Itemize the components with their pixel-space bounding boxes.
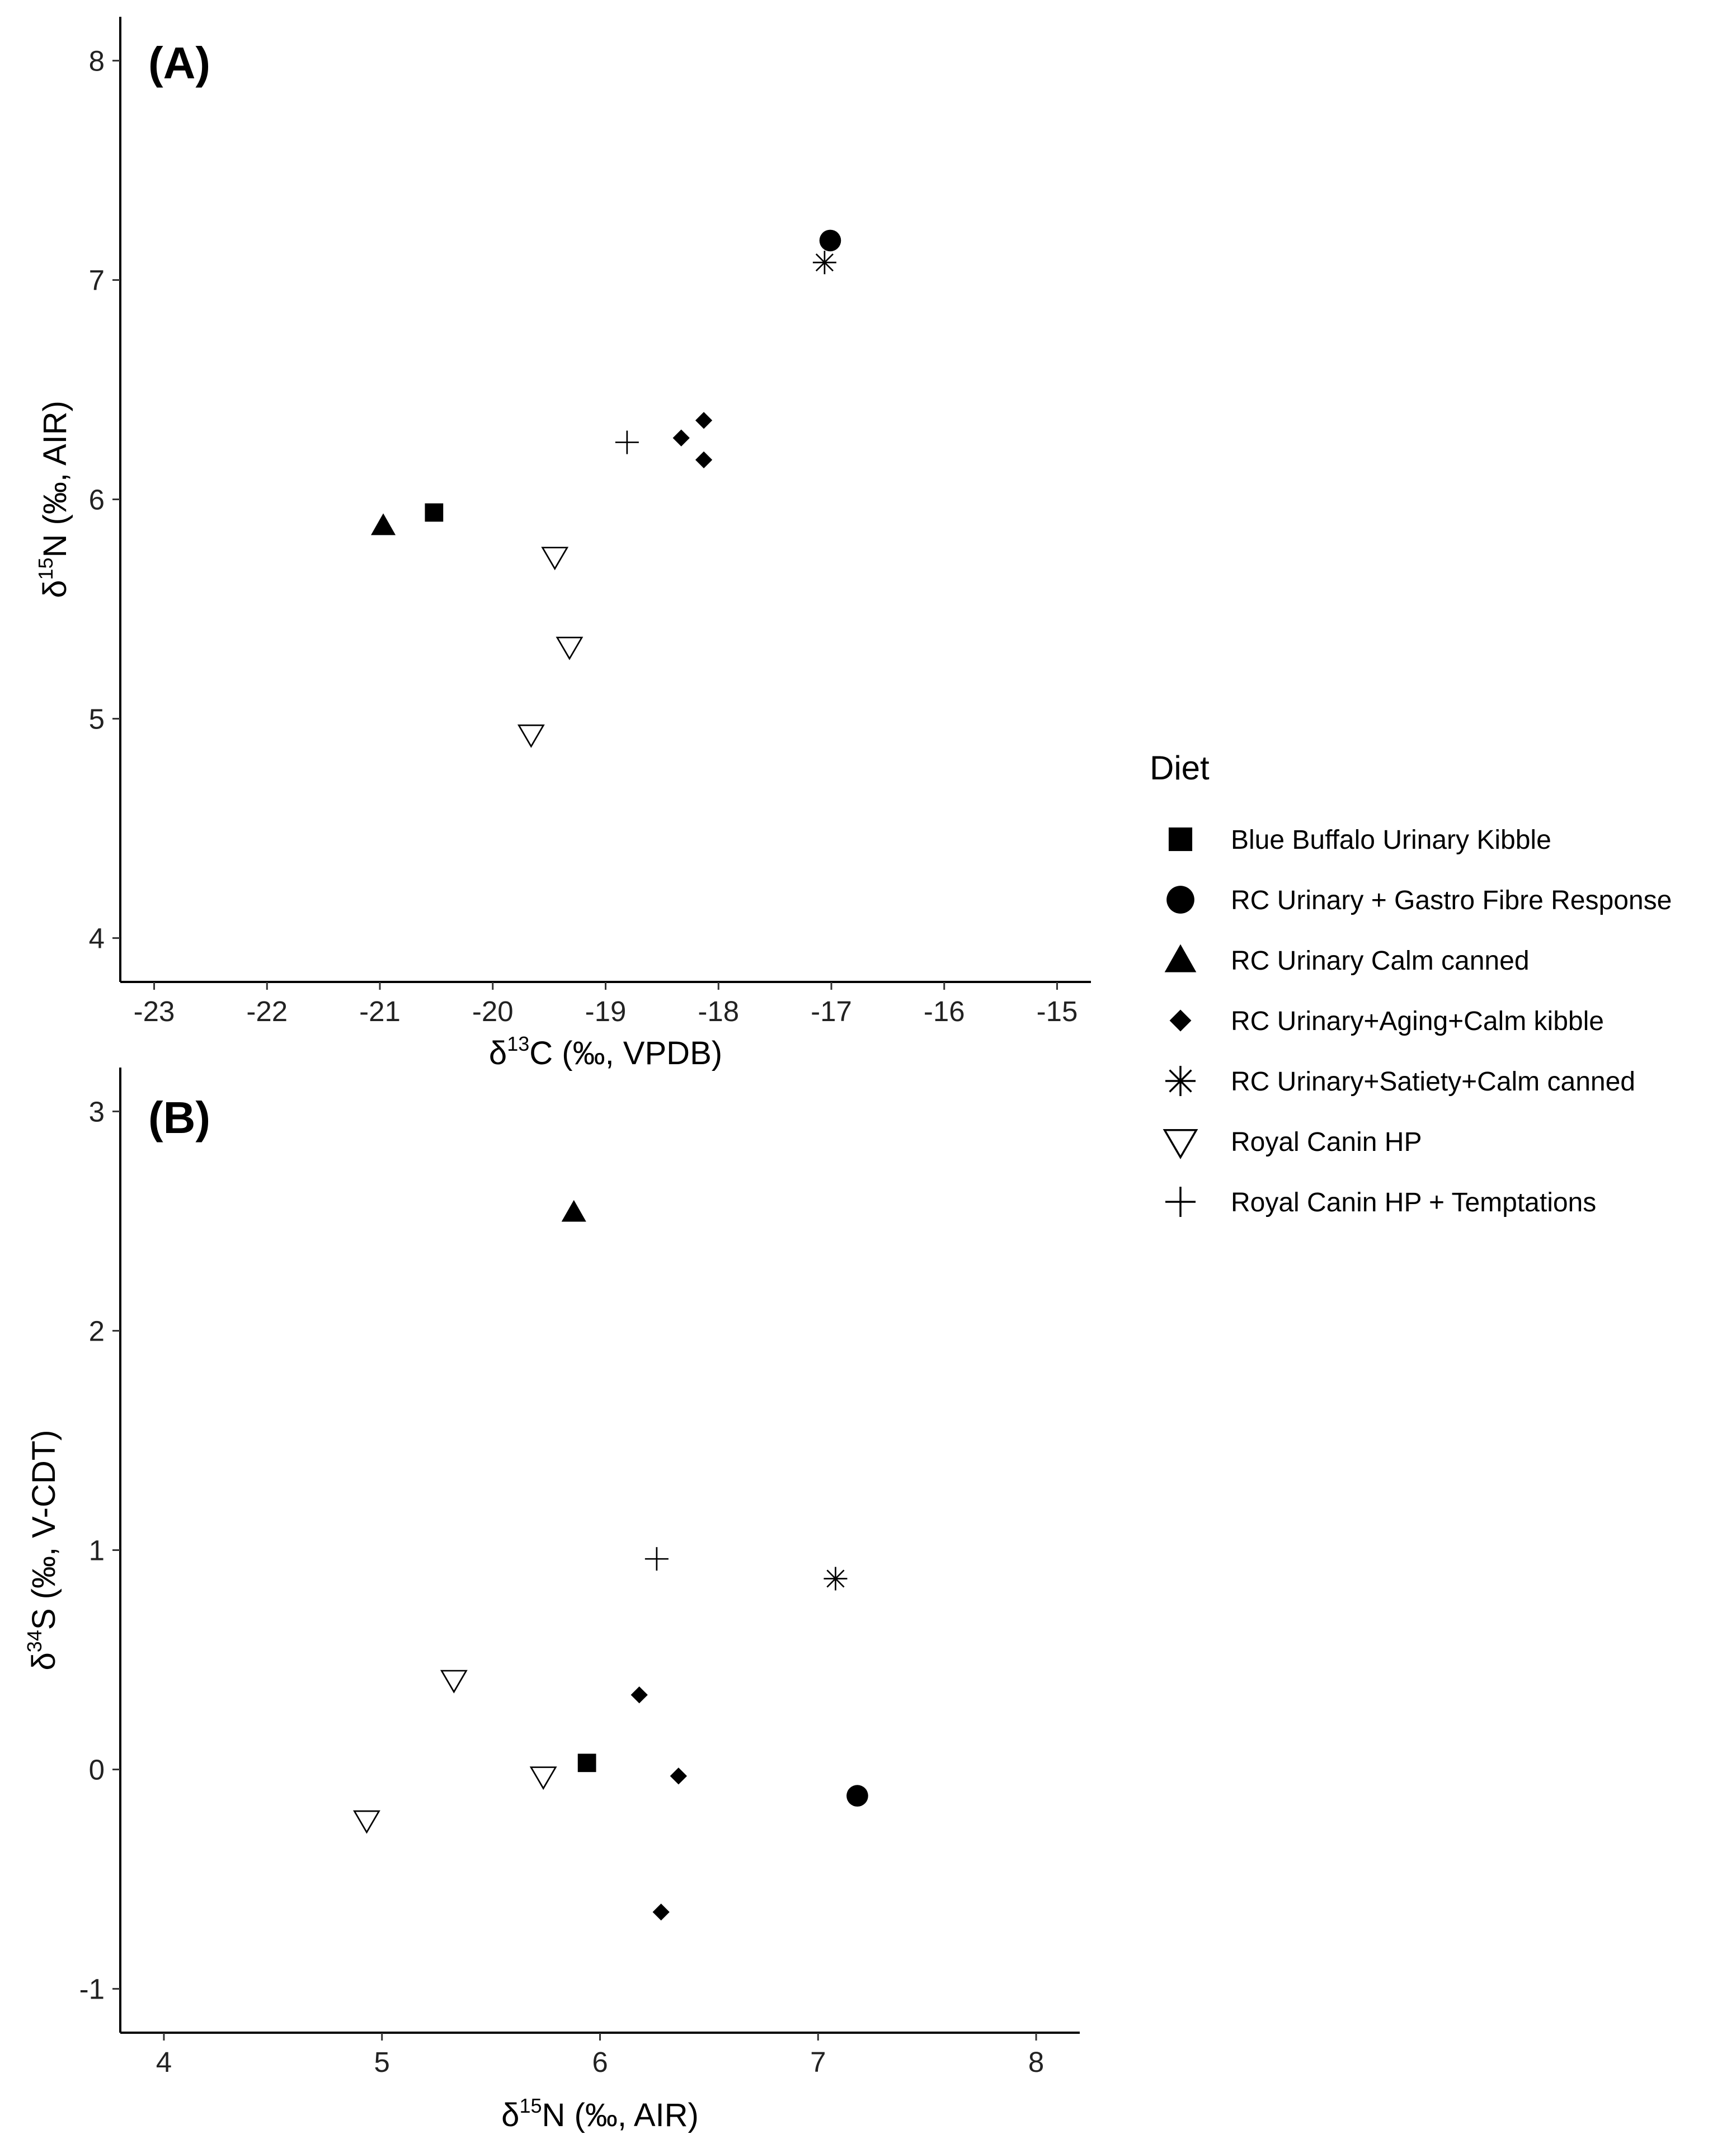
- legend-label: RC Urinary + Gastro Fibre Response: [1231, 886, 1672, 915]
- y-tick-label: 3: [89, 1096, 105, 1127]
- diamond-icon: [1169, 1009, 1192, 1032]
- y-tick-label: 4: [89, 923, 105, 955]
- legend-item-calm-canned: RC Urinary Calm canned: [1164, 944, 1530, 976]
- y-tick-label: 6: [89, 484, 105, 516]
- point-calm-canned: [371, 513, 396, 535]
- x-tick-label: 5: [374, 2046, 390, 2078]
- x-tick-label: -23: [134, 995, 175, 1027]
- point-hp: [517, 724, 545, 748]
- legend-item-aging: RC Urinary+Aging+Calm kibble: [1169, 1007, 1604, 1036]
- point-calm-canned: [561, 1200, 586, 1222]
- x-tick-label: -21: [359, 995, 401, 1027]
- point-hp: [556, 637, 584, 660]
- panel-b: 4 5 6 7 8 -1 0 1 2 3 (B) δ15N (‰, AIR) δ34S (‰, V-CD…: [23, 1068, 1080, 2133]
- x-tick-label: -15: [1037, 995, 1078, 1027]
- x-tick-label: 7: [810, 2046, 826, 2078]
- panel-a: -23 -22 -21 -20 -19 -18 -17 -16 -15 4 5 6 7 8 (A) δ13C …: [34, 17, 1091, 1071]
- point-hp-tempt: [615, 430, 639, 454]
- circle-icon: [1166, 886, 1194, 914]
- triangle-icon: [1164, 944, 1197, 972]
- legend-label: RC Urinary+Aging+Calm kibble: [1231, 1007, 1604, 1036]
- x-tick-label: 4: [156, 2046, 172, 2078]
- x-tick-label: -19: [585, 995, 627, 1027]
- legend-item-satiety: RC Urinary+Satiety+Calm canned: [1165, 1066, 1635, 1097]
- point-satiety: [824, 1567, 848, 1591]
- y-axis-title: δ34S (‰, V-CDT): [23, 1430, 62, 1670]
- point-aging: [695, 412, 713, 429]
- point-aging: [631, 1686, 648, 1704]
- x-tick-label: -18: [698, 995, 739, 1027]
- legend-item-gastro: RC Urinary + Gastro Fibre Response: [1166, 886, 1672, 915]
- y-tick-label: 5: [89, 703, 105, 735]
- point-satiety: [812, 251, 836, 275]
- y-tick-label: 1: [89, 1535, 105, 1567]
- point-aging: [672, 429, 690, 446]
- legend: Diet Blue Buffalo Urinary Kibble RC Urina…: [1150, 749, 1672, 1217]
- asterisk-icon: [1165, 1066, 1196, 1096]
- point-aging: [670, 1767, 687, 1785]
- x-axis-title: δ13C (‰, VPDB): [489, 1032, 722, 1071]
- x-tick-label: -17: [811, 995, 852, 1027]
- point-aging: [652, 1903, 670, 1921]
- legend-item-hp: Royal Canin HP: [1163, 1127, 1422, 1159]
- legend-label: Royal Canin HP + Temptations: [1231, 1188, 1596, 1217]
- y-tick-label: 7: [89, 264, 105, 296]
- legend-title: Diet: [1150, 749, 1210, 787]
- x-tick-label: 8: [1028, 2046, 1044, 2078]
- y-tick-label: -1: [79, 1973, 105, 2005]
- x-tick-label: -16: [924, 995, 965, 1027]
- legend-label: RC Urinary Calm canned: [1231, 946, 1530, 976]
- point-bb: [577, 1753, 596, 1773]
- plus-icon: [1165, 1187, 1196, 1217]
- point-gastro: [846, 1785, 868, 1807]
- point-hp: [353, 1810, 380, 1834]
- legend-label: Royal Canin HP: [1231, 1127, 1422, 1157]
- point-gastro: [819, 229, 841, 252]
- legend-item-bb: Blue Buffalo Urinary Kibble: [1168, 825, 1551, 855]
- point-hp: [529, 1766, 557, 1790]
- down-triangle-icon: [1163, 1129, 1198, 1159]
- panel-label: (B): [148, 1093, 210, 1143]
- legend-label: Blue Buffalo Urinary Kibble: [1231, 825, 1551, 855]
- point-bb: [425, 503, 444, 522]
- point-hp: [541, 547, 569, 571]
- point-hp-tempt: [644, 1547, 669, 1571]
- x-tick-label: -22: [246, 995, 288, 1027]
- y-tick-label: 2: [89, 1315, 105, 1347]
- y-tick-label: 0: [89, 1754, 105, 1786]
- point-aging: [695, 451, 713, 469]
- square-icon: [1168, 827, 1193, 852]
- x-axis-title: δ15N (‰, AIR): [501, 2094, 699, 2133]
- y-axis-title: δ15N (‰, AIR): [34, 401, 73, 598]
- x-tick-label: 6: [592, 2046, 608, 2078]
- panel-label: (A): [148, 38, 210, 88]
- x-tick-label: -20: [472, 995, 514, 1027]
- legend-label: RC Urinary+Satiety+Calm canned: [1231, 1067, 1635, 1097]
- y-tick-label: 8: [89, 45, 105, 77]
- point-hp: [440, 1670, 468, 1694]
- legend-item-hp-tempt: Royal Canin HP + Temptations: [1165, 1187, 1596, 1217]
